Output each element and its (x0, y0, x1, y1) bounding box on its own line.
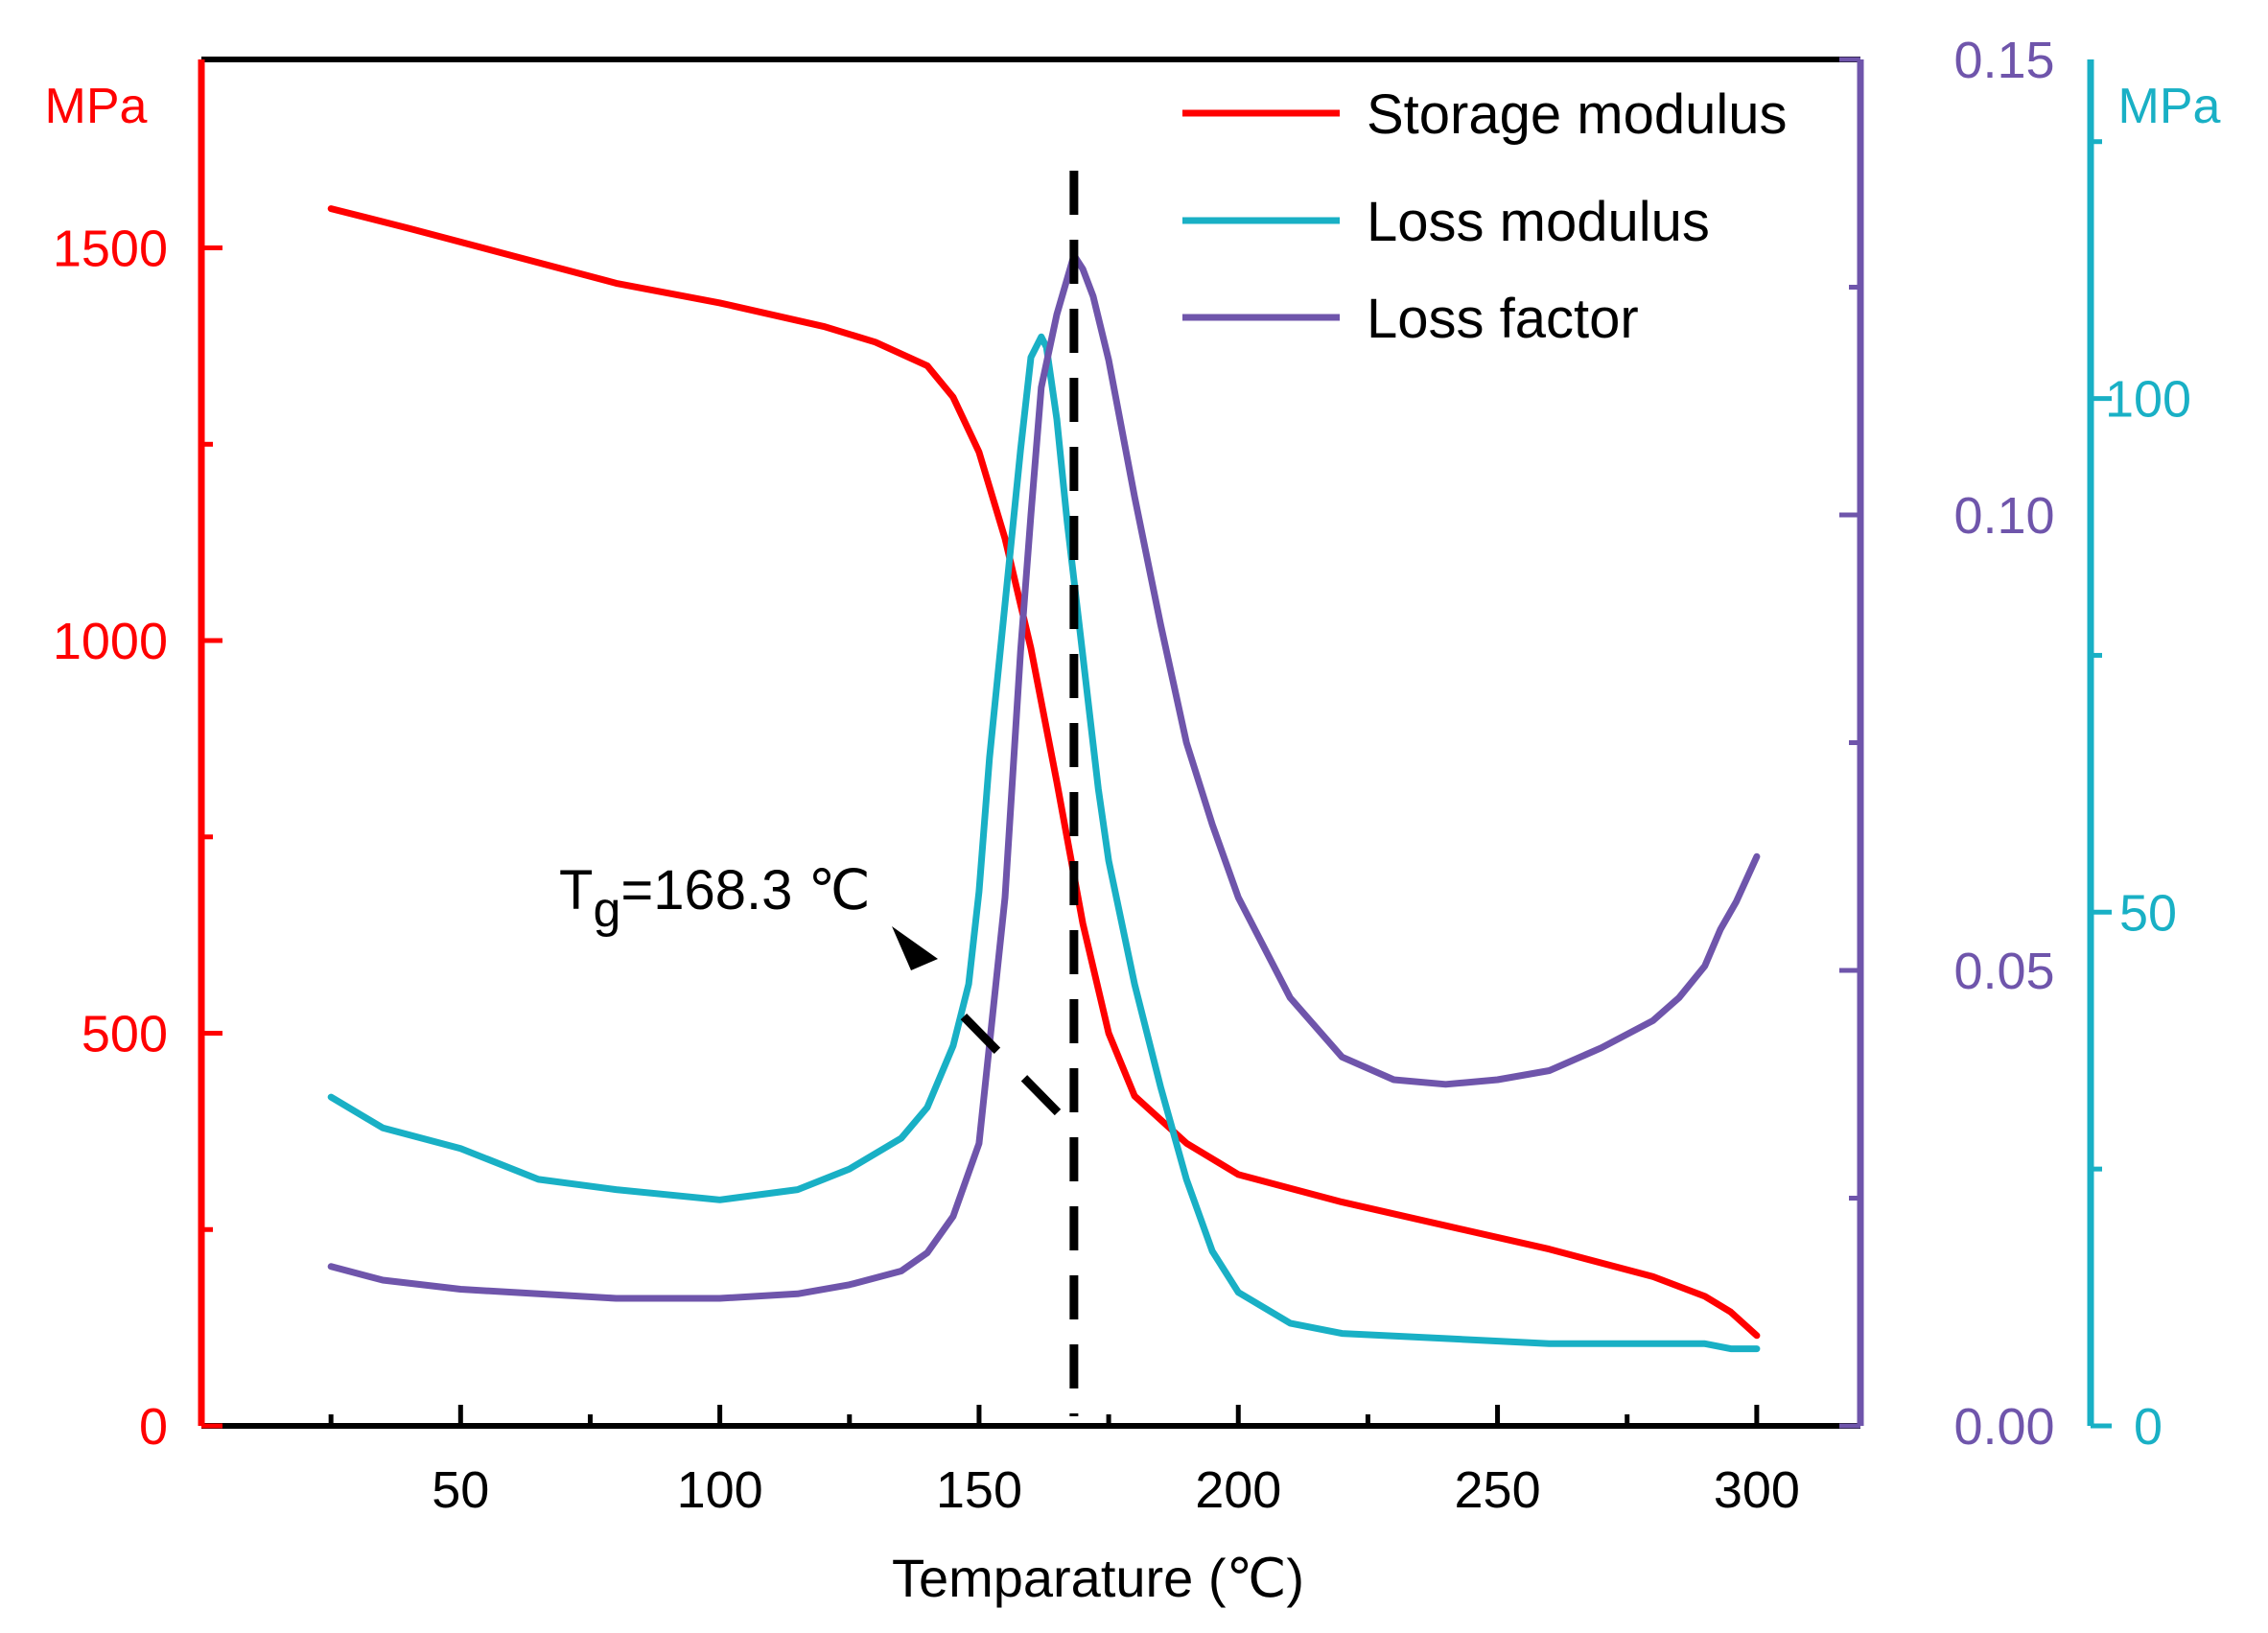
right-factor-tick-label: 0.10 (1953, 487, 2054, 545)
plot-axes: 50 100 150 200 250 300050010001500MPa0.000.05… (45, 32, 2221, 1519)
plot-annotations: Tg=168.3 ℃ (559, 171, 1079, 1416)
right-loss-axis-unit: MPa (2118, 79, 2221, 134)
tg-pointer-line (946, 998, 1062, 1116)
left-tick-label: 1000 (53, 613, 168, 670)
left-tick-label: 500 (82, 1006, 168, 1063)
legend: Storage modulus Loss modulus Loss factor (1182, 83, 1787, 350)
right-factor-tick-label: 0.15 (1953, 32, 2054, 89)
series-line-loss-modulus (327, 333, 1761, 1353)
x-tick-label: 150 (936, 1461, 1022, 1519)
left-tick-label: 0 (139, 1398, 168, 1456)
left-axis-unit: MPa (45, 79, 148, 134)
tg-arrowhead (892, 926, 938, 970)
right-factor-tick-label: 0.00 (1953, 1398, 2054, 1456)
left-tick-label: 1500 (53, 221, 168, 278)
x-tick-label: 250 (1455, 1461, 1541, 1519)
x-tick-label: 300 (1714, 1461, 1800, 1519)
right-loss-tick-label: 0 (2134, 1398, 2163, 1456)
right-loss-tick-label: 50 (2119, 884, 2177, 942)
plot-series (327, 205, 1761, 1353)
x-tick-label: 100 (677, 1461, 763, 1519)
x-axis-label: Temparature (℃) (892, 1548, 1304, 1608)
x-tick-label: 200 (1195, 1461, 1281, 1519)
legend-label: Loss modulus (1367, 191, 1710, 253)
series-line-loss-factor (327, 251, 1761, 1302)
tg-label: Tg=168.3 ℃ (559, 859, 871, 938)
legend-label: Storage modulus (1367, 83, 1787, 146)
right-loss-tick-label: 100 (2105, 371, 2191, 429)
legend-label: Loss factor (1367, 288, 1639, 350)
series-line-storage-modulus (327, 205, 1761, 1340)
right-factor-tick-label: 0.05 (1953, 943, 2054, 1000)
x-tick-label: 50 (432, 1461, 489, 1519)
